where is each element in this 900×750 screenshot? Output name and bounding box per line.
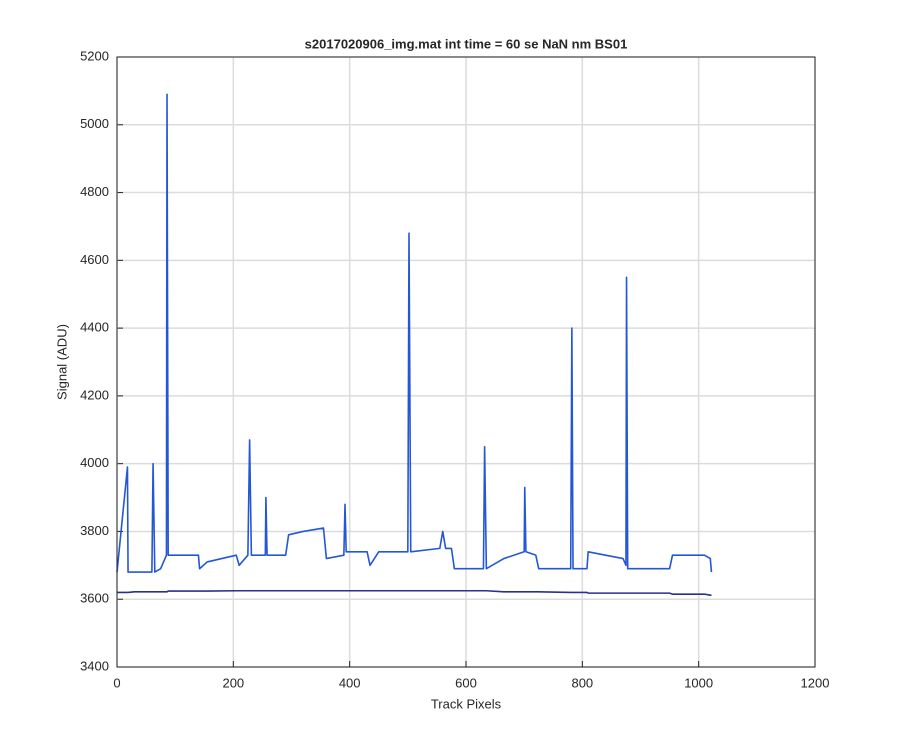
y-tick-label: 4000 [80,455,109,470]
x-tick-label: 1000 [684,675,713,690]
x-tick-label: 1200 [801,675,830,690]
y-tick-label: 4800 [80,184,109,199]
y-tick-label: 4600 [80,252,109,267]
y-tick-label: 5000 [80,116,109,131]
x-tick-label: 0 [113,675,120,690]
y-axis-label: Signal (ADU) [54,324,69,400]
plot-area: 3400360038004000420044004600480050005200… [80,48,829,690]
y-tick-label: 3800 [80,523,109,538]
y-tick-label: 3600 [80,591,109,606]
y-tick-label: 3400 [80,658,109,673]
x-tick-label: 600 [455,675,477,690]
x-axis-label: Track Pixels [431,696,502,711]
axes-box [116,56,816,668]
data-line [116,93,713,573]
chart-title: s2017020906_img.mat int time = 60 se NaN… [305,36,628,51]
y-tick-label: 5200 [80,48,109,63]
data-line [117,589,712,596]
x-tick-label: 200 [222,675,244,690]
y-tick-label: 4400 [80,320,109,335]
x-tick-label: 800 [571,675,593,690]
y-tick-label: 4200 [80,387,109,402]
x-tick-label: 400 [339,675,361,690]
